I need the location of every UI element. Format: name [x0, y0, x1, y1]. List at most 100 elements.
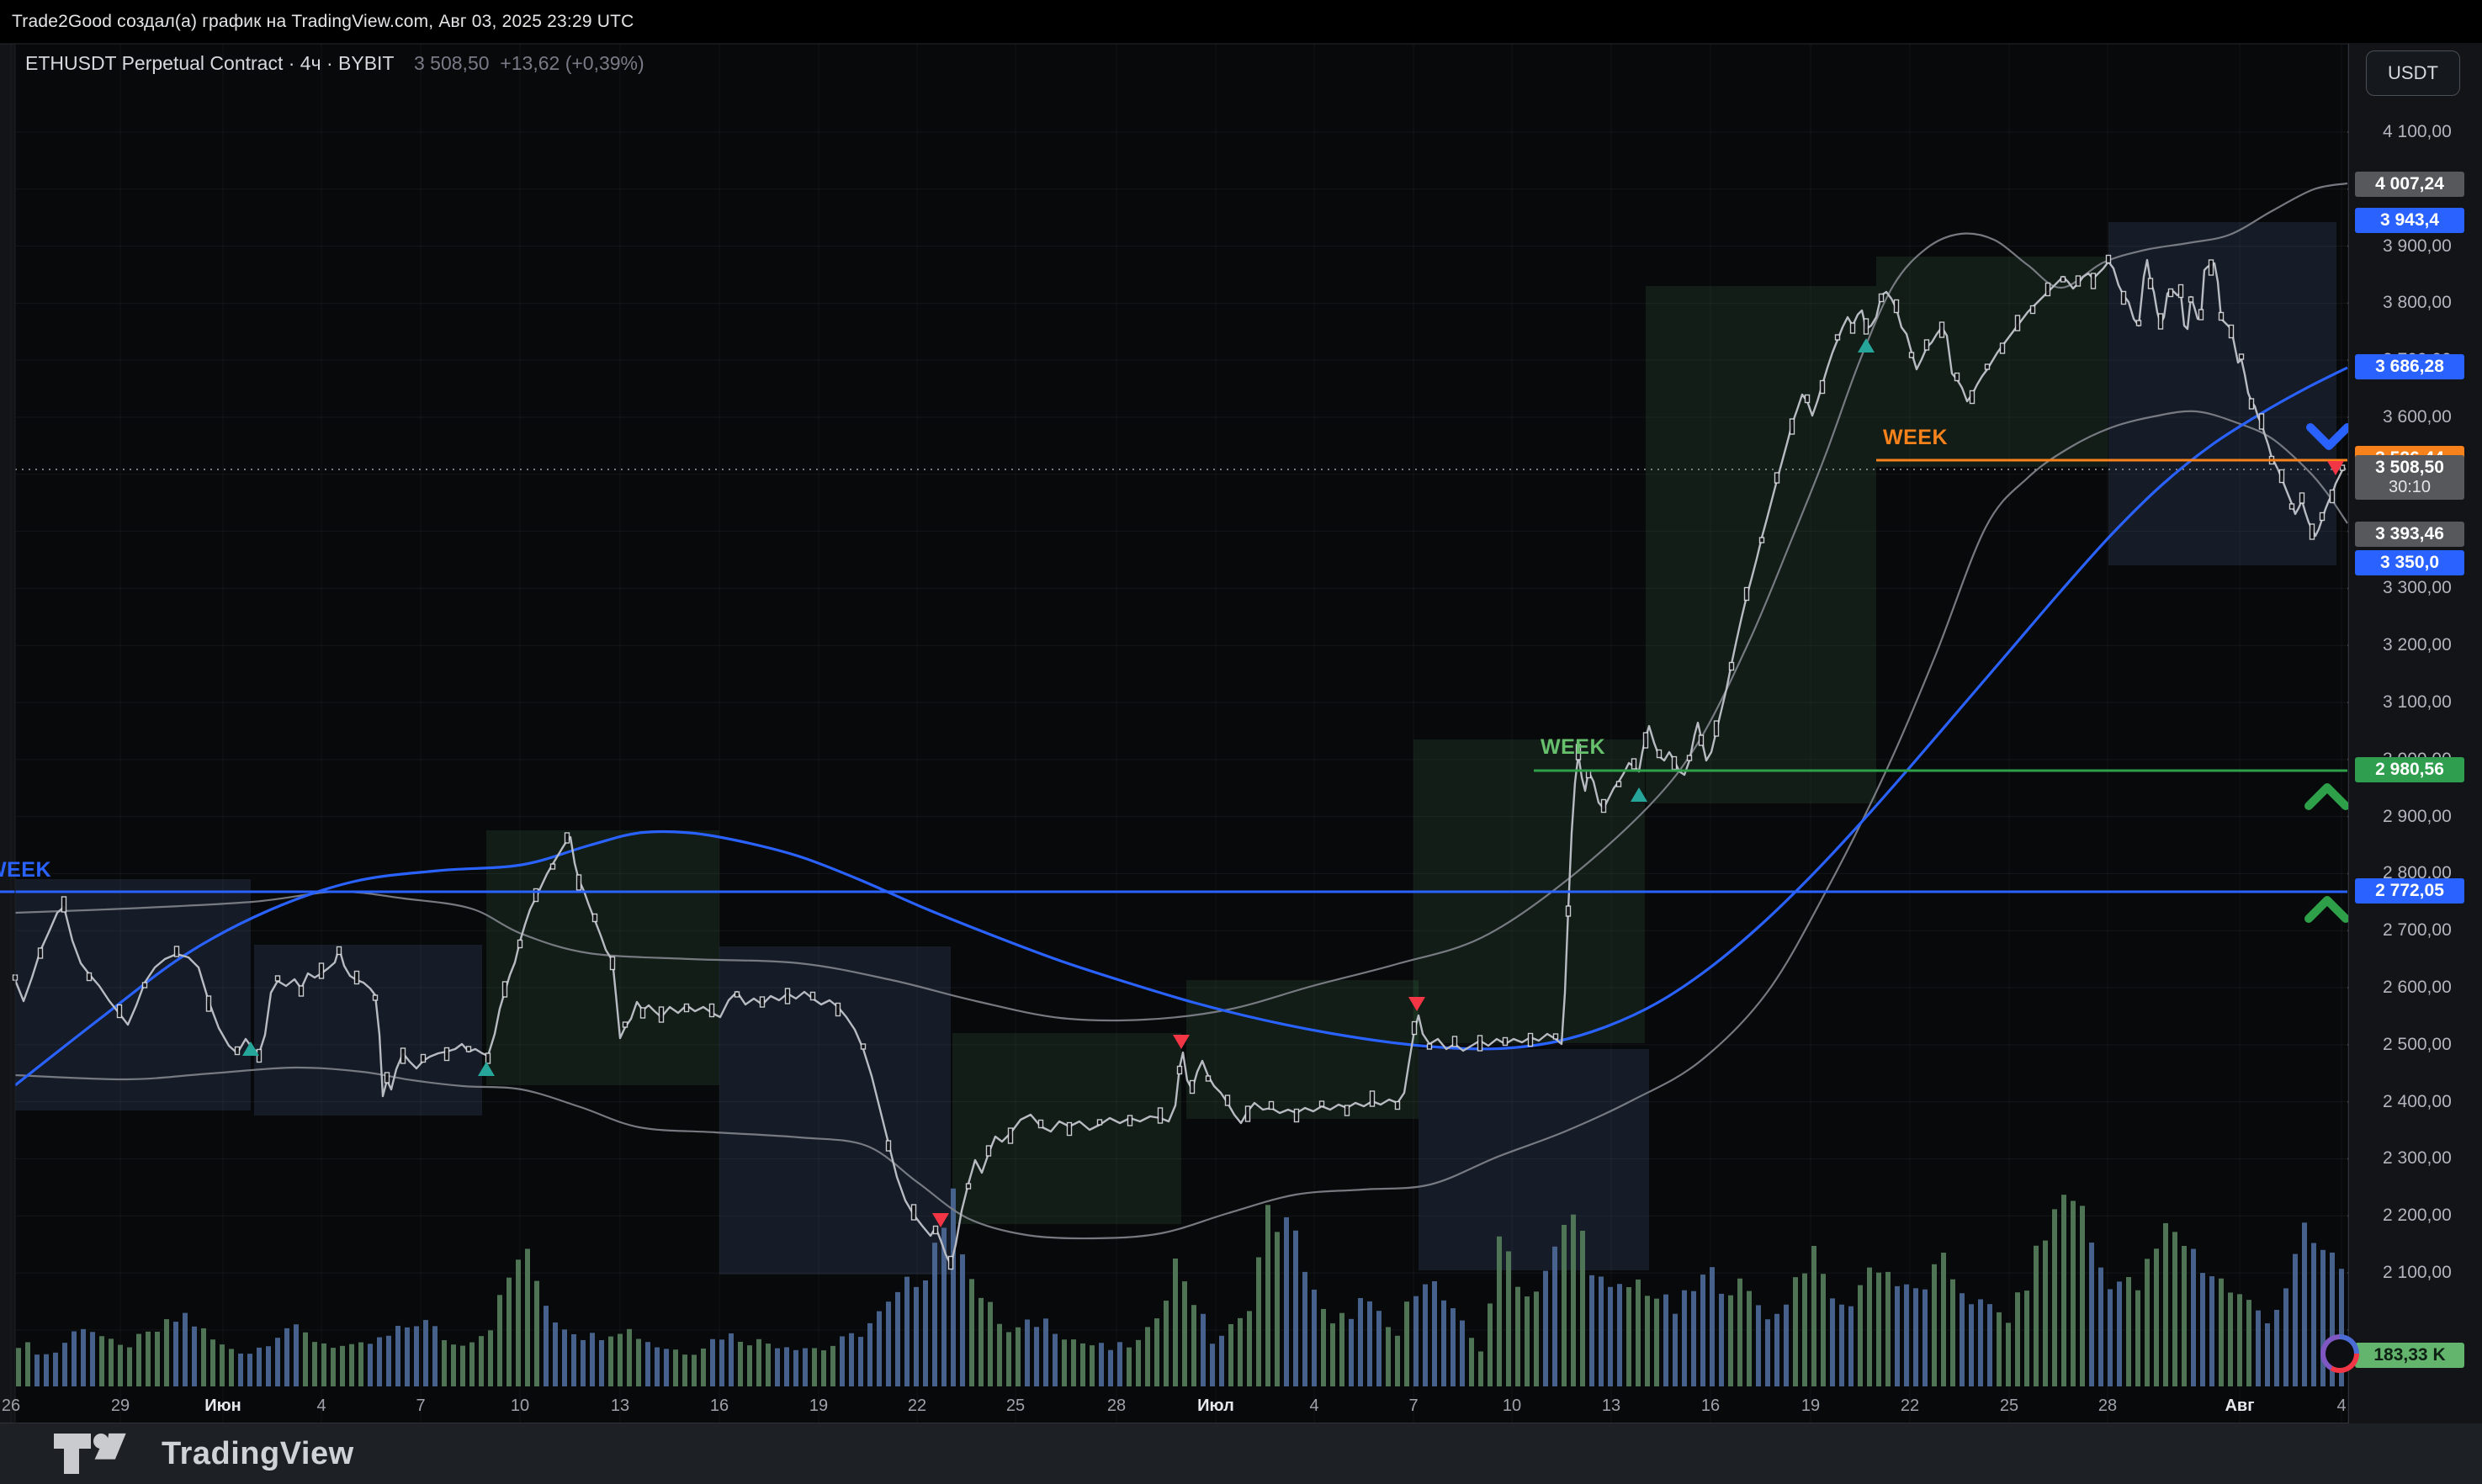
time-axis-label: 22 — [907, 1397, 927, 1415]
price-axis-label: 2 700,00 — [2383, 920, 2452, 941]
time-axis-label: Июл — [1197, 1397, 1234, 1415]
time-axis-label: 25 — [1999, 1397, 2019, 1415]
time-axis-label: 19 — [1801, 1397, 1821, 1415]
lower-band-line — [14, 410, 2348, 1240]
time-axis-label: 4 — [316, 1397, 326, 1415]
price-axis-label: 2 900,00 — [2383, 806, 2452, 826]
blue-zone — [1419, 1049, 1649, 1270]
tradingview-logo[interactable]: TradingView — [52, 1432, 354, 1476]
badge-price-text: 3 350,0 — [2379, 553, 2440, 572]
price-axis-label: 3 800,00 — [2383, 293, 2452, 313]
badge-price-text: 3 508,50 — [2375, 458, 2444, 477]
blue-zone — [15, 879, 251, 1110]
price-axis-label: 2 100,00 — [2383, 1263, 2452, 1283]
badge-price-text: 4 007,24 — [2375, 174, 2444, 193]
time-axis-label: 16 — [1700, 1397, 1721, 1415]
time-axis-label: Авг — [2225, 1397, 2255, 1415]
price-axis-label: 4 100,00 — [2383, 121, 2452, 141]
week-level-label-green: WEEK — [1541, 735, 1605, 759]
plot-background — [15, 44, 2347, 1423]
time-axis-label: 19 — [809, 1397, 829, 1415]
price-axis-label: 3 600,00 — [2383, 406, 2452, 427]
time-axis-label: 10 — [510, 1397, 530, 1415]
price-axis-label: 2 500,00 — [2383, 1034, 2452, 1054]
attribution-bar: Trade2Good создал(а) график на TradingVi… — [0, 0, 2482, 44]
boost-icon-center — [2326, 1339, 2354, 1368]
badge-price-text: 3 686,28 — [2375, 357, 2444, 376]
time-axis-label: 16 — [709, 1397, 729, 1415]
price-badge-upper-band-value: 4 007,24 — [2355, 172, 2464, 197]
price-badge-lower-band-value: 3 393,46 — [2355, 522, 2464, 547]
signal-markers — [242, 338, 2344, 1227]
badge-price-text: 183,33 K — [2373, 1345, 2446, 1365]
chevron-down-icon — [2306, 423, 2352, 450]
badge-price-text: 2 772,05 — [2375, 881, 2444, 900]
time-axis-label: 28 — [1106, 1397, 1127, 1415]
time-axis-label: 10 — [1502, 1397, 1522, 1415]
green-zone — [486, 830, 719, 1085]
moving-average-line — [14, 366, 2348, 1087]
quote-values: 3 508,50 +13,62 (+0,39%) — [414, 52, 644, 75]
chevron-up-icon — [2304, 783, 2350, 810]
countdown-text: 30:10 — [2388, 478, 2432, 496]
price-badge-alert-level-value: 3 350,0 — [2355, 550, 2464, 575]
sell-marker-icon — [2327, 461, 2344, 475]
week-level-label-orange: WEEK — [1883, 426, 1948, 449]
footer-bar: TradingView — [0, 1423, 2482, 1484]
price-axis-label: 2 800,00 — [2383, 863, 2452, 883]
time-axis-label: 13 — [610, 1397, 630, 1415]
grid-lines — [10, 44, 2354, 1423]
price-badge-week-level-value: 2 772,05 — [2355, 878, 2464, 904]
blue-zone — [2108, 222, 2336, 565]
blue-zone — [719, 946, 951, 1275]
currency-toggle-button[interactable]: USDT — [2366, 50, 2460, 96]
buy-marker-icon — [478, 1062, 495, 1076]
time-axis-label: Июн — [204, 1397, 241, 1415]
price-scale-pane[interactable] — [2348, 44, 2482, 1423]
time-axis-label: 4 — [2336, 1397, 2347, 1415]
buy-marker-icon — [1858, 338, 1875, 352]
time-axis-label: 4 — [1309, 1397, 1319, 1415]
price-change: +13,62 (+0,39%) — [500, 52, 644, 74]
green-zone — [1186, 980, 1419, 1119]
week-level-label-blue: WEEK — [0, 858, 51, 882]
time-axis-label: 29 — [110, 1397, 130, 1415]
tradingview-logo-icon — [54, 1433, 126, 1474]
badge-price-text: 3 943,4 — [2379, 210, 2440, 230]
price-axis-label: 3 100,00 — [2383, 692, 2452, 712]
price-axis-label: 3 300,00 — [2383, 578, 2452, 598]
price-axis-label: 3 900,00 — [2383, 236, 2452, 256]
candle-bodies — [12, 254, 2346, 1270]
price-badge-alert-level-value: 3 943,4 — [2355, 208, 2464, 233]
time-axis-label: 7 — [416, 1397, 426, 1415]
tradingview-wordmark: TradingView — [162, 1435, 354, 1471]
price-axis-label: 2 600,00 — [2383, 978, 2452, 998]
time-axis-label: 26 — [1, 1397, 21, 1415]
price-line — [13, 258, 2347, 1267]
time-axis-label: 25 — [1005, 1397, 1026, 1415]
price-badge-week-level-value: 2 980,56 — [2355, 757, 2464, 782]
volume-histogram — [16, 1188, 2344, 1386]
symbol-title[interactable]: ETHUSDT Perpetual Contract · 4ч · BYBIT — [25, 52, 395, 74]
time-axis-label: 22 — [1900, 1397, 1920, 1415]
price-axis-label: 2 300,00 — [2383, 1148, 2452, 1169]
price-badge-ma-value: 3 686,28 — [2355, 354, 2464, 379]
price-axis-label: 3 200,00 — [2383, 635, 2452, 655]
badge-price-text: 2 980,56 — [2375, 760, 2444, 779]
sell-marker-icon — [932, 1213, 949, 1227]
blue-zone — [254, 945, 482, 1116]
price-badge-volume-value: 183,33 K — [2355, 1343, 2464, 1368]
sell-marker-icon — [1408, 997, 1425, 1011]
boost-flame-icon[interactable] — [2320, 1334, 2359, 1373]
buy-marker-icon — [1631, 787, 1647, 802]
price-axis-label: 2 200,00 — [2383, 1206, 2452, 1226]
supply-demand-zones — [15, 222, 2336, 1275]
sell-marker-icon — [1173, 1035, 1190, 1049]
time-axis-label: 28 — [2098, 1397, 2118, 1415]
badge-price-text: 3 393,46 — [2375, 524, 2444, 543]
attribution-text: Trade2Good создал(а) график на TradingVi… — [12, 12, 634, 31]
chevron-up-icon — [2304, 896, 2350, 923]
time-axis-label: 7 — [1408, 1397, 1419, 1415]
price-badge-last-price-countdown: 3 508,50 30:10 — [2355, 455, 2464, 500]
